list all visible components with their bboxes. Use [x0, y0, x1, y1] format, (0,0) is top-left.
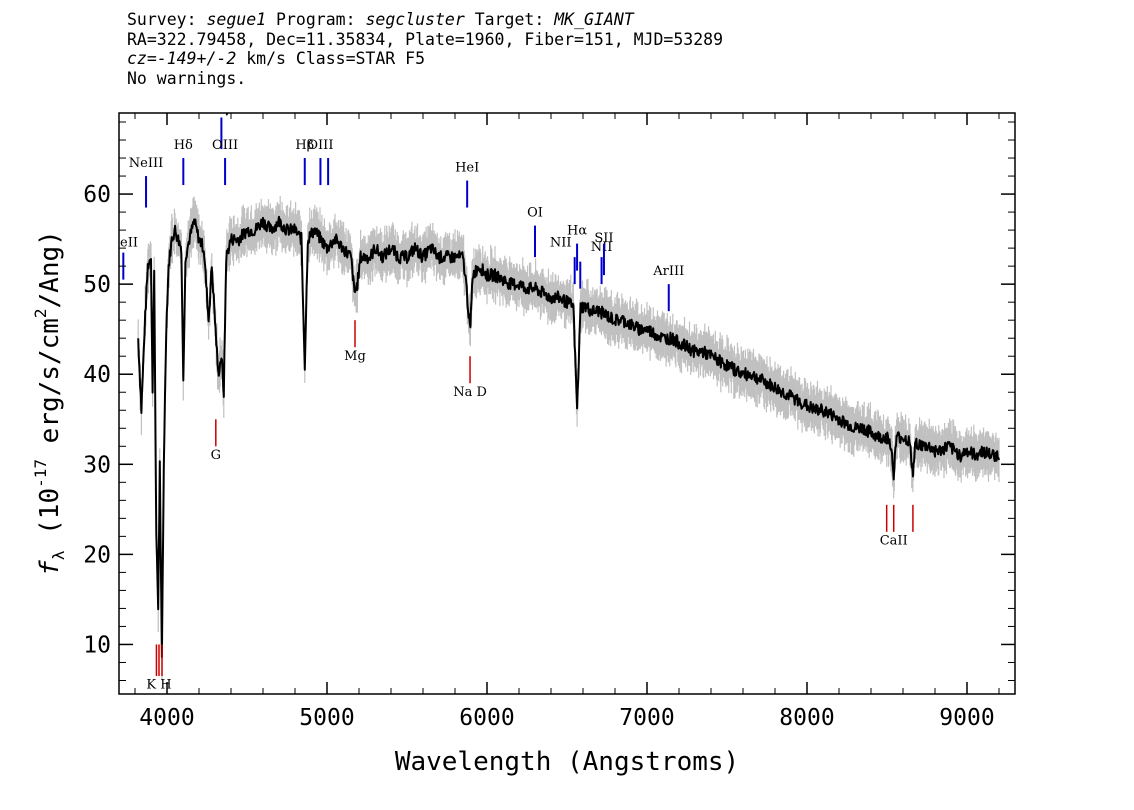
survey-label: Survey: — [127, 10, 197, 29]
line-marker-label: Hδ — [174, 138, 193, 153]
line-marker-label: Hγ — [212, 102, 231, 117]
spectrum-header: Survey: segue1 Program: segcluster Targe… — [127, 10, 1127, 88]
line-marker-label: SII — [594, 231, 613, 246]
x-tick-label: 6000 — [459, 705, 514, 731]
line-marker-label: CaII — [880, 533, 908, 548]
header-line-redshift: cz=-149+/-2 km/s Class=STAR F5 — [127, 49, 1127, 69]
line-marker-label: Na D — [453, 385, 487, 400]
y-tick-label: 60 — [83, 182, 111, 208]
axis-ticks: 4000 5000 6000 7000 8000 9000 10 20 30 40 50 60 — [83, 113, 1015, 731]
line-marker-label: HeI — [455, 161, 479, 176]
y-tick-label: 50 — [83, 272, 111, 298]
program-label: Program: — [276, 10, 356, 29]
line-marker-label: NeIII — [129, 156, 163, 171]
plot-frame — [118, 112, 1016, 695]
y-tick-label: 20 — [83, 542, 111, 568]
target-label: Target: — [474, 10, 545, 29]
line-marker-label: Hβ — [295, 138, 314, 153]
x-tick-label: 8000 — [779, 705, 834, 731]
x-tick-label: 7000 — [619, 705, 674, 731]
cz-class: km/s Class=STAR F5 — [236, 49, 426, 68]
header-line-survey: Survey: segue1 Program: segcluster Targe… — [127, 10, 1127, 30]
line-marker-label: Hα — [567, 224, 587, 239]
spectrum-series — [137, 215, 1000, 659]
error-band — [137, 196, 1000, 681]
x-tick-label: 5000 — [299, 705, 354, 731]
spectrum-line — [137, 215, 1000, 659]
line-marker-label: ArIII — [652, 264, 684, 279]
x-tick-label: 9000 — [939, 705, 994, 731]
target-value: MK_GIANT — [554, 10, 634, 29]
header-line-coordinates: RA=322.79458, Dec=11.35834, Plate=1960, … — [127, 29, 724, 49]
line-marker-label: K H — [146, 678, 171, 693]
line-marker-label: OIII — [212, 138, 238, 153]
header-line-warnings: No warnings. — [127, 68, 247, 88]
line-marker-label: NeII — [109, 235, 138, 250]
line-marker-label: OI — [527, 206, 543, 221]
cz-prefix: cz= — [127, 49, 157, 68]
y-tick-label: 40 — [83, 362, 111, 388]
x-tick-label: 4000 — [139, 705, 194, 731]
line-marker-label: OIII — [307, 138, 333, 153]
y-tick-label: 30 — [83, 452, 111, 478]
survey-value: segue1 — [206, 10, 267, 29]
y-tick-label: 10 — [83, 632, 111, 658]
error-band-path — [137, 196, 1000, 681]
line-marker-label: NII — [550, 235, 572, 250]
cz-value: -149+/-2 — [156, 49, 237, 68]
y-axis-title: fλ (10-17 erg/s/cm2/Ang) — [31, 230, 68, 576]
program-value: segcluster — [365, 10, 465, 29]
line-marker-label: NII — [591, 240, 613, 255]
x-axis-title: Wavelength (Angstroms) — [395, 747, 739, 777]
line-marker-label: Mg — [344, 349, 366, 364]
line-marker-label: G — [211, 448, 221, 463]
